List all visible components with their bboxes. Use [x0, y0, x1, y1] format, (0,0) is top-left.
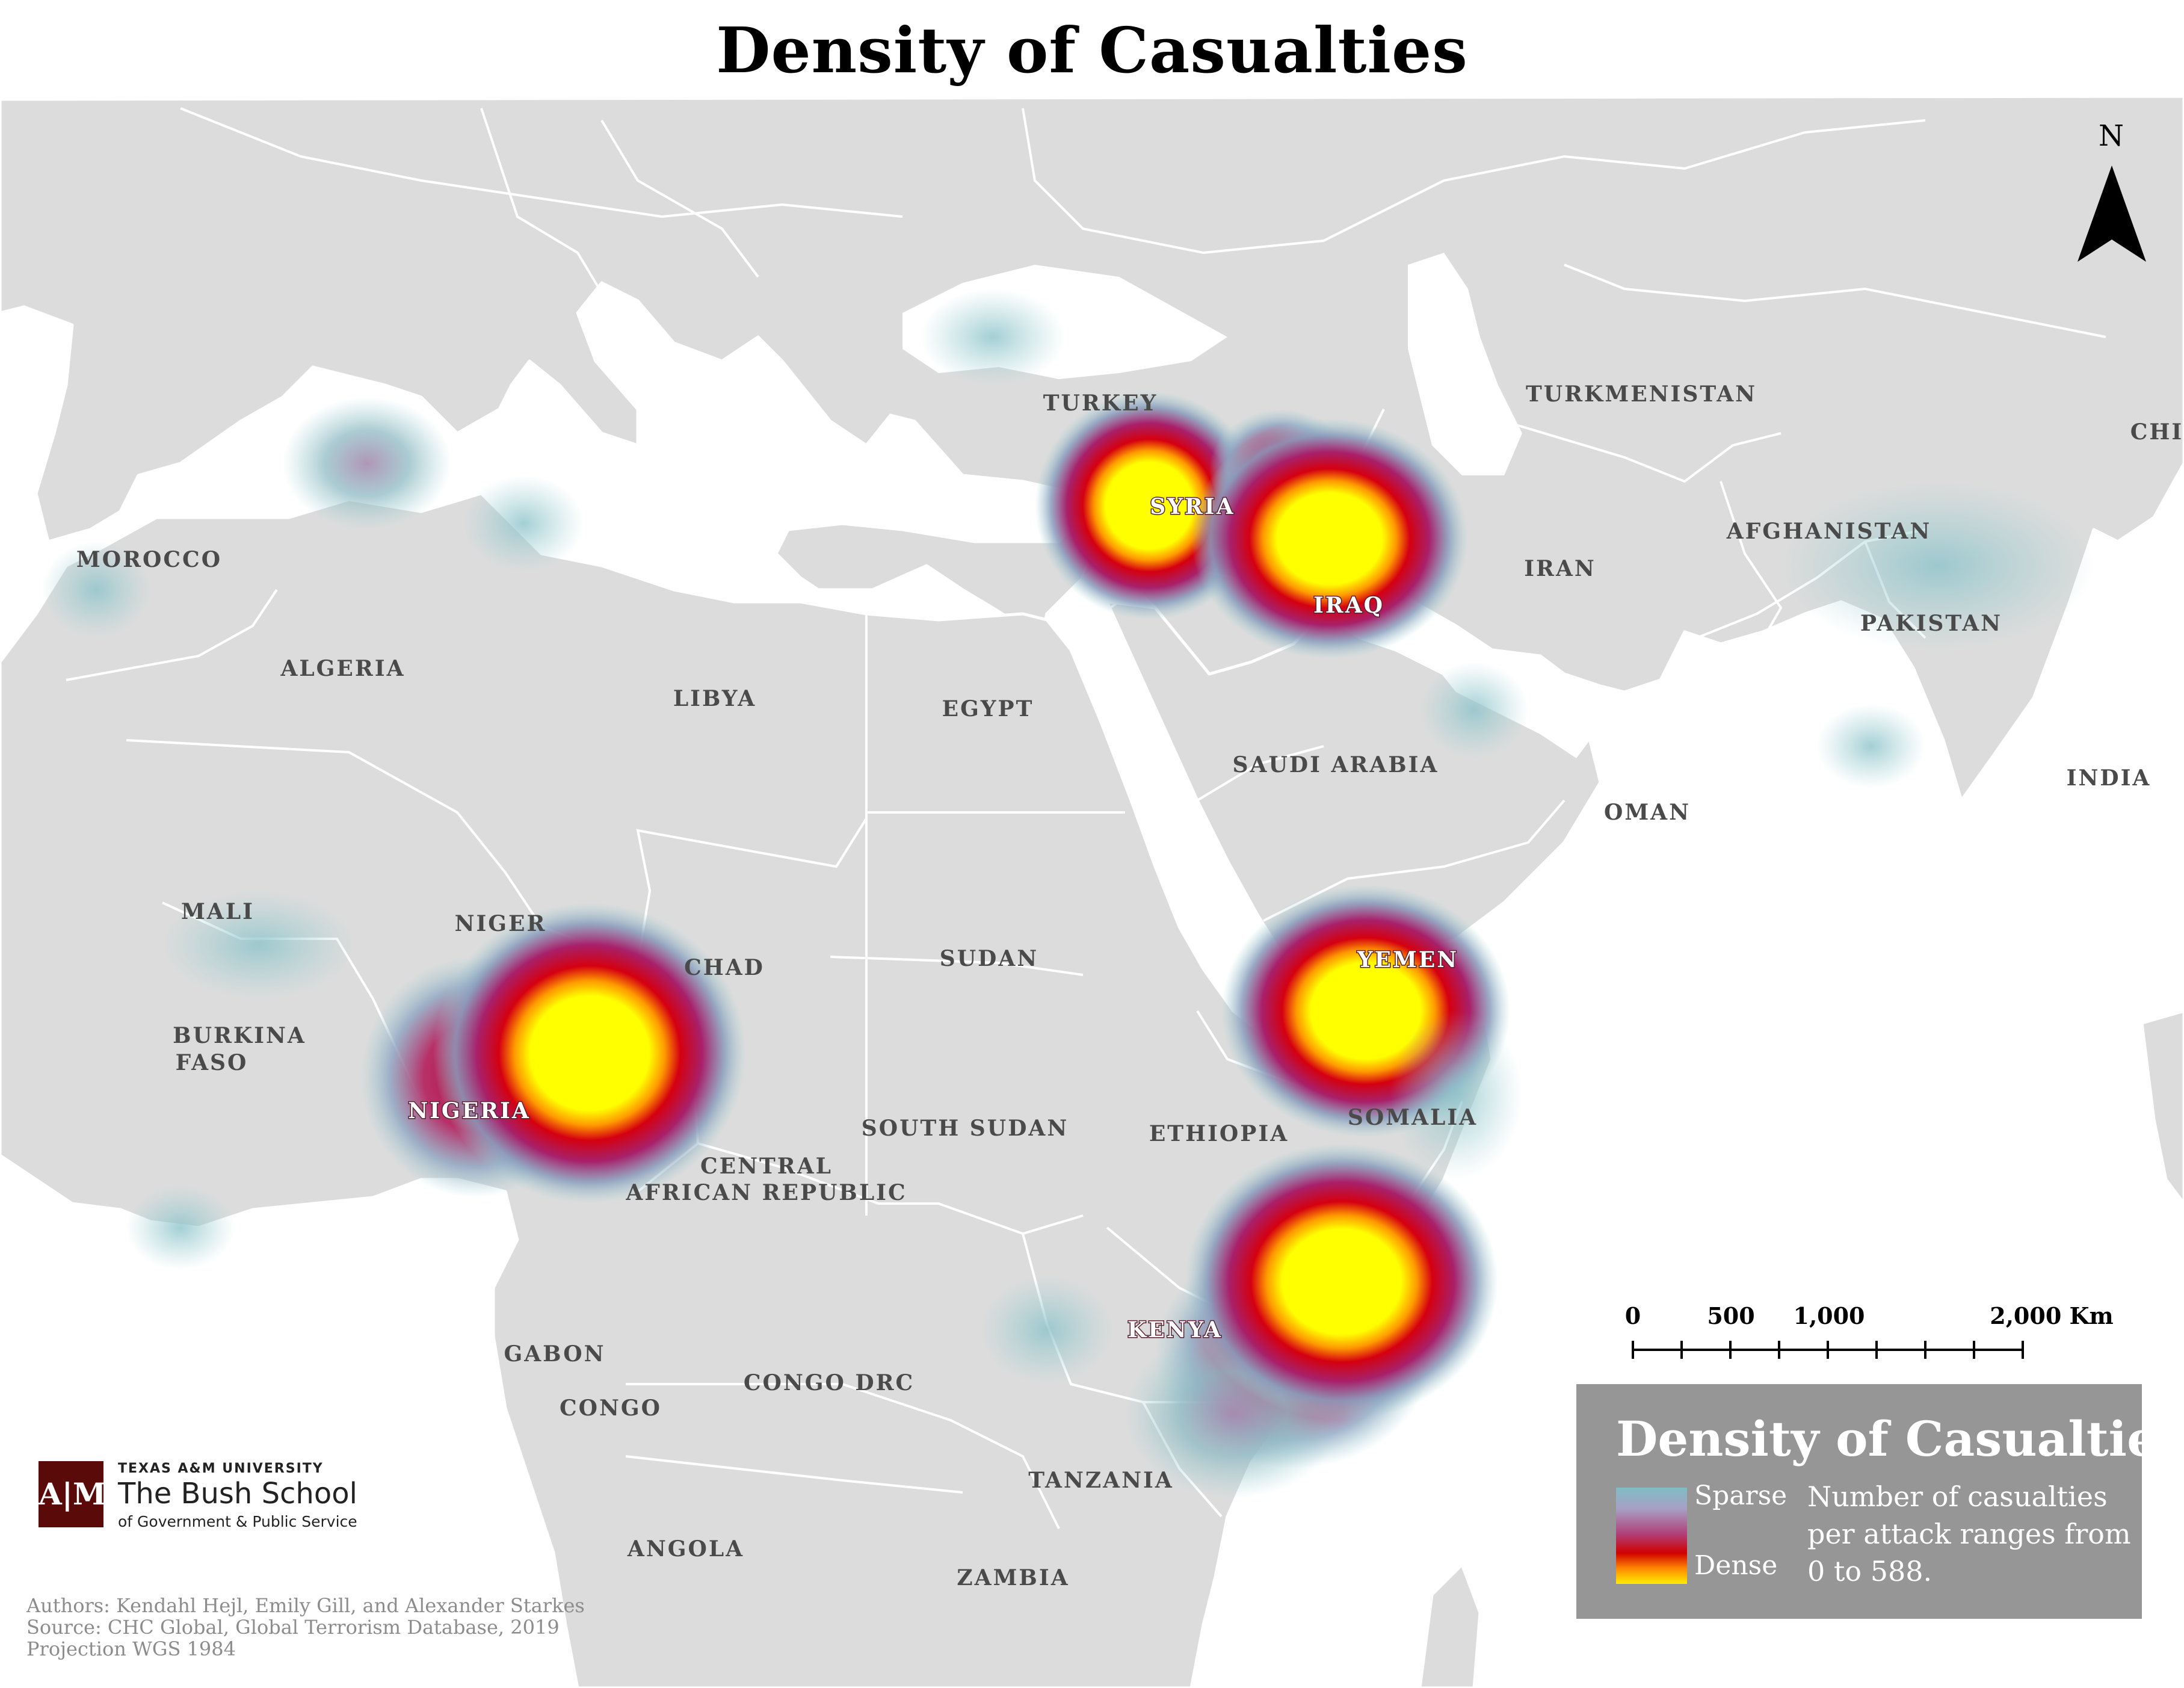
country-label-nigeria: NIGERIA [408, 1098, 531, 1124]
scale-label: 0 [1625, 1302, 1641, 1329]
hotspot-nigeria [433, 903, 746, 1204]
hotspot-mali [162, 891, 355, 999]
country-label-congo: CONGO [560, 1396, 662, 1421]
hotspot-drc [981, 1276, 1113, 1384]
scale-bar: 0 500 1,000 2,000 Km [1625, 1302, 2114, 1359]
country-label-south-sudan: SOUTH SUDAN [862, 1116, 1069, 1141]
country-label-morocco: MOROCCO [76, 547, 222, 572]
country-label-yemen: YEMEN [1357, 947, 1458, 972]
land-masses [0, 94, 2184, 1688]
madagascar [1418, 1563, 1482, 1688]
hotspot-west-africa-coast [126, 1186, 235, 1270]
country-label-african-republic: AFRICAN REPUBLIC [625, 1180, 907, 1205]
map-title: Density of Casualties [716, 13, 1468, 87]
country-label-angola: ANGOLA [627, 1536, 744, 1562]
india-tip [2140, 1009, 2184, 1205]
country-label-kenya: KENYA [1127, 1317, 1223, 1343]
country-label-iran: IRAN [1524, 556, 1596, 581]
legend-dense-label: Dense [1694, 1550, 1778, 1581]
country-label-afghanistan: AFGHANISTAN [1726, 519, 1932, 544]
north-arrow-icon [2078, 165, 2146, 262]
country-label-zambia: ZAMBIA [957, 1565, 1069, 1591]
credits-source: Source: CHC Global, Global Terrorism Dat… [26, 1616, 560, 1639]
scale-label: 2,000 Km [1990, 1302, 2113, 1329]
credits-authors: Authors: Kendahl Hejl, Emily Gill, and A… [26, 1594, 585, 1617]
hotspot-morocco [42, 542, 150, 638]
country-label-ethiopia: ETHIOPIA [1149, 1121, 1289, 1146]
scale-ticks [1632, 1341, 2024, 1359]
country-label-niger: NIGER [455, 911, 547, 936]
tamu-logo-mark: A|M [39, 1461, 106, 1527]
caspian-sea [1408, 253, 1522, 475]
hotspot-somalia [1185, 1143, 1498, 1420]
country-label-sudan: SUDAN [940, 946, 1038, 971]
legend-color-ramp [1616, 1488, 1687, 1584]
country-label-chi: CHI [2130, 419, 2184, 445]
red-sea [1059, 626, 1288, 1023]
country-label-congo-drc: CONGO DRC [744, 1370, 915, 1396]
density-layer [42, 289, 2094, 1498]
hotspot-gulf [1420, 662, 1528, 758]
hotspot-afghanistan-pakistan [1781, 481, 2094, 650]
hotspot-somalia-coast [1390, 1011, 1522, 1179]
country-label-somalia: SOMALIA [1348, 1105, 1478, 1130]
country-label-pakistan: PAKISTAN [1860, 611, 2002, 636]
logo-school: The Bush School [118, 1477, 357, 1510]
country-label-tanzania: TANZANIA [1028, 1468, 1174, 1493]
country-label-saudi-arabia: SAUDI ARABIA [1233, 752, 1439, 778]
country-label-chad: CHAD [684, 955, 765, 980]
legend-title: Density of Casualties [1616, 1411, 2184, 1467]
country-label-burkina: BURKINA [173, 1023, 306, 1048]
country-labels: MOROCCO ALGERIA LIBYA EGYPT TURKEY SYRIA IRAQ T… [76, 382, 2184, 1591]
hotspot-turkey [921, 289, 1065, 385]
credits-projection: Projection WGS 1984 [26, 1637, 236, 1660]
country-label-egypt: EGYPT [942, 696, 1034, 722]
credits: Authors: Kendahl Hejl, Emily Gill, and A… [26, 1595, 585, 1660]
hotspot-pakistan-south [1817, 704, 1925, 788]
north-arrow [2078, 165, 2146, 262]
country-label-gabon: GABON [504, 1341, 605, 1367]
logo-subtitle: of Government & Public Service [118, 1513, 357, 1530]
north-label: N [2099, 119, 2124, 153]
hotspot-iraq [1191, 418, 1468, 659]
country-label-india: INDIA [2067, 765, 2152, 791]
scale-label: 500 [1707, 1302, 1754, 1329]
country-label-algeria: ALGERIA [280, 656, 405, 681]
country-label-turkey: TURKEY [1043, 391, 1158, 416]
logo-university: TEXAS A&M UNIVERSITY [118, 1461, 324, 1476]
country-label-iraq: IRAQ [1313, 593, 1384, 618]
country-label-central: CENTRAL [700, 1154, 833, 1179]
country-label-libya: LIBYA [673, 686, 756, 711]
scale-label: 1,000 [1794, 1302, 1865, 1329]
hotspot-tunisia [463, 475, 584, 572]
country-label-syria: SYRIA [1150, 494, 1235, 519]
legend: Density of Casualties Sparse Dense Numbe… [1576, 1384, 2184, 1619]
legend-sparse-label: Sparse [1694, 1480, 1788, 1511]
country-label-turkmenistan: TURKMENISTAN [1526, 382, 1757, 407]
scale-labels: 0 500 1,000 2,000 Km [1625, 1302, 2114, 1329]
country-label-mali: MALI [181, 899, 254, 924]
legend-description: Number of casualties per attack ranges f… [1807, 1480, 2131, 1588]
hotspot-algeria [283, 397, 451, 530]
country-label-faso: FASO [176, 1050, 248, 1075]
country-label-oman: OMAN [1604, 800, 1691, 825]
